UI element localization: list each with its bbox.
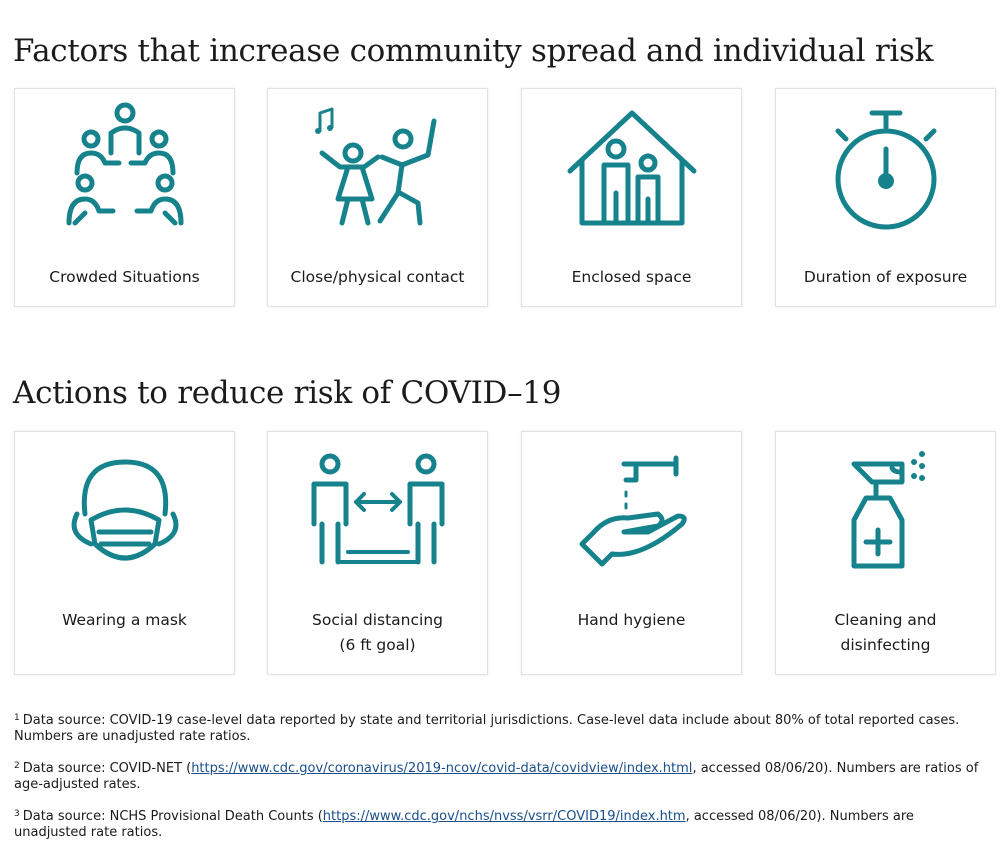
footnote: 3 Data source: NCHS Provisional Death Cou… xyxy=(14,806,989,841)
label-line: Cleaning and xyxy=(834,611,937,629)
card: Duration of exposure xyxy=(775,88,996,307)
label-line: disinfecting xyxy=(840,636,931,654)
icon-handwash xyxy=(579,455,687,567)
card: Crowded Situations xyxy=(14,88,235,307)
label-line: Enclosed space xyxy=(571,268,692,286)
card-label: Cleaning and disinfecting xyxy=(776,608,995,658)
card-label: Crowded Situations xyxy=(15,265,234,290)
footnote-text: Data source: COVID-19 case-level data re… xyxy=(14,713,960,744)
label-line: Crowded Situations xyxy=(49,268,200,286)
icon-crowd xyxy=(66,102,184,226)
card-label: Hand hygiene xyxy=(522,608,741,633)
footnote-link[interactable]: https://www.cdc.gov/nchs/nvss/vsrr/COVID… xyxy=(322,809,686,824)
label-line: Duration of exposure xyxy=(803,268,968,286)
card: Hand hygiene xyxy=(521,431,742,675)
label-line: Close/physical contact xyxy=(290,268,465,286)
footnote: 1 Data source: COVID-19 case-level data r… xyxy=(14,710,989,745)
icon-contact xyxy=(315,107,437,226)
card: Close/physical contact xyxy=(267,88,488,307)
label-line: Hand hygiene xyxy=(577,611,686,629)
icon-mask xyxy=(71,459,179,561)
icon-distancing xyxy=(311,453,445,565)
card: Cleaning and disinfecting xyxy=(775,431,996,675)
label-line: (6 ft goal) xyxy=(339,636,416,654)
footnote-link[interactable]: https://www.cdc.gov/coronavirus/2019-nco… xyxy=(191,761,693,776)
section-title: Actions to reduce risk of COVID–19 xyxy=(13,375,562,411)
card: Wearing a mask xyxy=(14,431,235,675)
icon-stopwatch xyxy=(835,110,937,230)
footnote-text: Data source: COVID-NET ( xyxy=(22,761,192,776)
card-label: Wearing a mask xyxy=(15,608,234,633)
footnote-mark: 3 xyxy=(14,809,20,819)
card: Enclosed space xyxy=(521,88,742,307)
label-line: Wearing a mask xyxy=(62,611,187,629)
card-label: Duration of exposure xyxy=(776,265,995,290)
card-label: Close/physical contact xyxy=(268,265,487,290)
section-title: Factors that increase community spread a… xyxy=(13,33,934,69)
footnote-mark: 1 xyxy=(14,713,20,723)
label-line: Social distancing xyxy=(312,611,443,629)
card-label: Social distancing (6 ft goal) xyxy=(268,608,487,658)
footnote-mark: 2 xyxy=(14,761,20,771)
card: Social distancing (6 ft goal) xyxy=(267,431,488,675)
footnote: 2 Data source: COVID-NET (https://www.cdc… xyxy=(14,758,989,793)
footnote-text: , accessed 08/06/20). Numbers are unadju… xyxy=(14,809,914,840)
card-label: Enclosed space xyxy=(522,265,741,290)
icon-spray xyxy=(851,451,925,569)
footnote-text: Data source: NCHS Provisional Death Coun… xyxy=(22,809,323,824)
footnote-text: , accessed 08/06/20). Numbers are ratios… xyxy=(14,761,979,792)
icon-house xyxy=(567,110,697,226)
